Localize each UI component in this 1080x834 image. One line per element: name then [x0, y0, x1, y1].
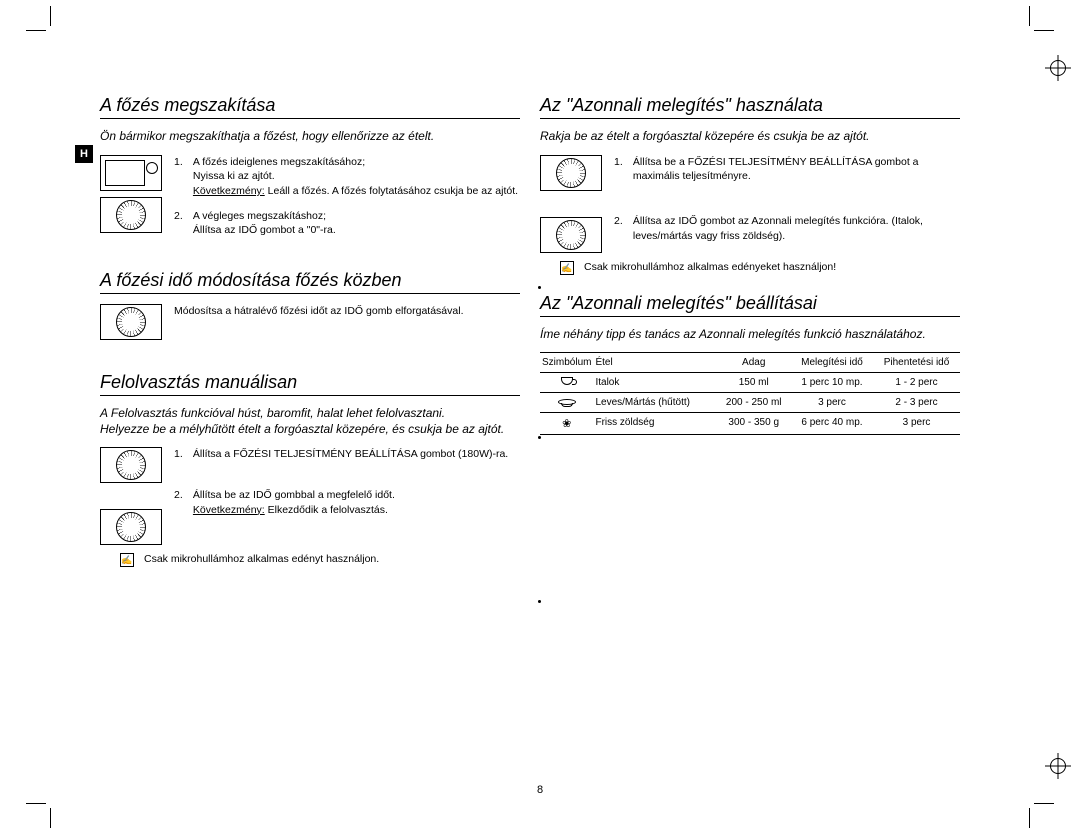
dial-icon	[100, 447, 162, 483]
step-number: 2.	[614, 214, 630, 229]
bowl-icon	[558, 399, 576, 405]
note-icon: ✍	[120, 553, 134, 567]
cup-icon	[561, 377, 573, 385]
table-cell: Friss zöldség	[593, 413, 716, 435]
step-text: Állítsa be a FŐZÉSI TELJESÍTMÉNY BEÁLLÍT…	[633, 155, 959, 184]
step-number: 1.	[614, 155, 630, 170]
step-text: Állítsa az IDŐ gombot az Azonnali melegí…	[633, 214, 959, 243]
step-line: Állítsa be az IDŐ gombbal a megfelelő id…	[193, 489, 395, 501]
table-cell: 1 perc 10 mp.	[791, 373, 873, 393]
step-line: A főzés ideiglenes megszakításához;	[193, 156, 365, 168]
table-header: Étel	[593, 353, 716, 373]
table-cell: Italok	[593, 373, 716, 393]
step-line: Állítsa az IDŐ gombot a "0"-ra.	[193, 224, 336, 236]
table-cell: 6 perc 40 mp.	[791, 413, 873, 435]
table-row: Leves/Mártás (hűtött) 200 - 250 ml 3 per…	[540, 393, 960, 413]
registration-mark	[1050, 758, 1066, 774]
section-title: A főzés megszakítása	[100, 95, 520, 119]
table-cell: 1 - 2 perc	[873, 373, 960, 393]
step-line: Nyissa ki az ajtót.	[193, 170, 275, 182]
dial-icon	[540, 155, 602, 191]
table-header: Adag	[717, 353, 791, 373]
step-number: 2.	[174, 209, 190, 224]
section-title: Felolvasztás manuálisan	[100, 372, 520, 396]
dial-icon	[100, 197, 162, 233]
table-cell: 300 - 350 g	[717, 413, 791, 435]
step-number: 1.	[174, 447, 190, 462]
section-title: Az "Azonnali melegítés" használata	[540, 95, 960, 119]
table-row: Friss zöldség 300 - 350 g 6 perc 40 mp. …	[540, 413, 960, 435]
table-header: Szimbólum	[540, 353, 593, 373]
table-cell: 3 perc	[873, 413, 960, 435]
step-row: 1. Állítsa be a FŐZÉSI TELJESÍTMÉNY BEÁL…	[540, 155, 960, 253]
table-cell: 200 - 250 ml	[717, 393, 791, 413]
note-row: ✍ Csak mikrohullámhoz alkalmas edényt ha…	[100, 553, 520, 567]
consequence-text: Elkezdődik a felolvasztás.	[265, 504, 388, 516]
registration-mark	[1050, 60, 1066, 76]
dial-icon	[540, 217, 602, 253]
note-row: ✍ Csak mikrohullámhoz alkalmas edényeket…	[540, 261, 960, 275]
consequence-label: Következmény:	[193, 504, 265, 516]
step-row: 1. Állítsa a FŐZÉSI TELJESÍTMÉNY BEÁLLÍT…	[100, 447, 520, 545]
page-number: 8	[537, 784, 543, 796]
section-title: Az "Azonnali melegítés" beállításai	[540, 293, 960, 317]
table-cell: Leves/Mártás (hűtött)	[593, 393, 716, 413]
step-text: Módosítsa a hátralévő főzési időt az IDŐ…	[174, 304, 520, 319]
step-text: Állítsa a FŐZÉSI TELJESÍTMÉNY BEÁLLÍTÁSA…	[193, 447, 519, 462]
right-column: Az "Azonnali melegítés" használata Rakja…	[540, 95, 960, 567]
microwave-icon	[100, 155, 162, 191]
section-title: A főzési idő módosítása főzés közben	[100, 270, 520, 294]
section-intro: Rakja be az ételt a forgóasztal közepére…	[540, 129, 960, 145]
consequence-text: Leáll a főzés. A főzés folytatásához csu…	[265, 185, 518, 197]
settings-table: Szimbólum Étel Adag Melegítési idő Pihen…	[540, 352, 960, 435]
step-row: Módosítsa a hátralévő főzési időt az IDŐ…	[100, 304, 520, 340]
dial-icon	[100, 304, 162, 340]
table-cell: 2 - 3 perc	[873, 393, 960, 413]
table-cell: 3 perc	[791, 393, 873, 413]
step-line: A végleges megszakításhoz;	[193, 210, 326, 222]
language-badge: H	[75, 145, 93, 163]
table-row: Italok 150 ml 1 perc 10 mp. 1 - 2 perc	[540, 373, 960, 393]
section-intro: Íme néhány tipp és tanács az Azonnali me…	[540, 327, 960, 343]
step-number: 2.	[174, 488, 190, 503]
note-icon: ✍	[560, 261, 574, 275]
table-header: Pihentetési idő	[873, 353, 960, 373]
note-text: Csak mikrohullámhoz alkalmas edényt hasz…	[144, 553, 379, 565]
section-intro: Ön bármikor megszakíthatja a főzést, hog…	[100, 129, 520, 145]
step-row: 1. A főzés ideiglenes megszakításához; N…	[100, 155, 520, 238]
table-cell: 150 ml	[717, 373, 791, 393]
vegetable-icon	[562, 419, 571, 430]
note-text: Csak mikrohullámhoz alkalmas edényeket h…	[584, 261, 836, 273]
page-content: A főzés megszakítása Ön bármikor megszak…	[100, 95, 980, 567]
dial-icon	[100, 509, 162, 545]
section-intro: A Felolvasztás funkcióval húst, baromfit…	[100, 406, 520, 437]
left-column: A főzés megszakítása Ön bármikor megszak…	[100, 95, 520, 567]
step-number: 1.	[174, 155, 190, 170]
consequence-label: Következmény:	[193, 185, 265, 197]
table-header: Melegítési idő	[791, 353, 873, 373]
